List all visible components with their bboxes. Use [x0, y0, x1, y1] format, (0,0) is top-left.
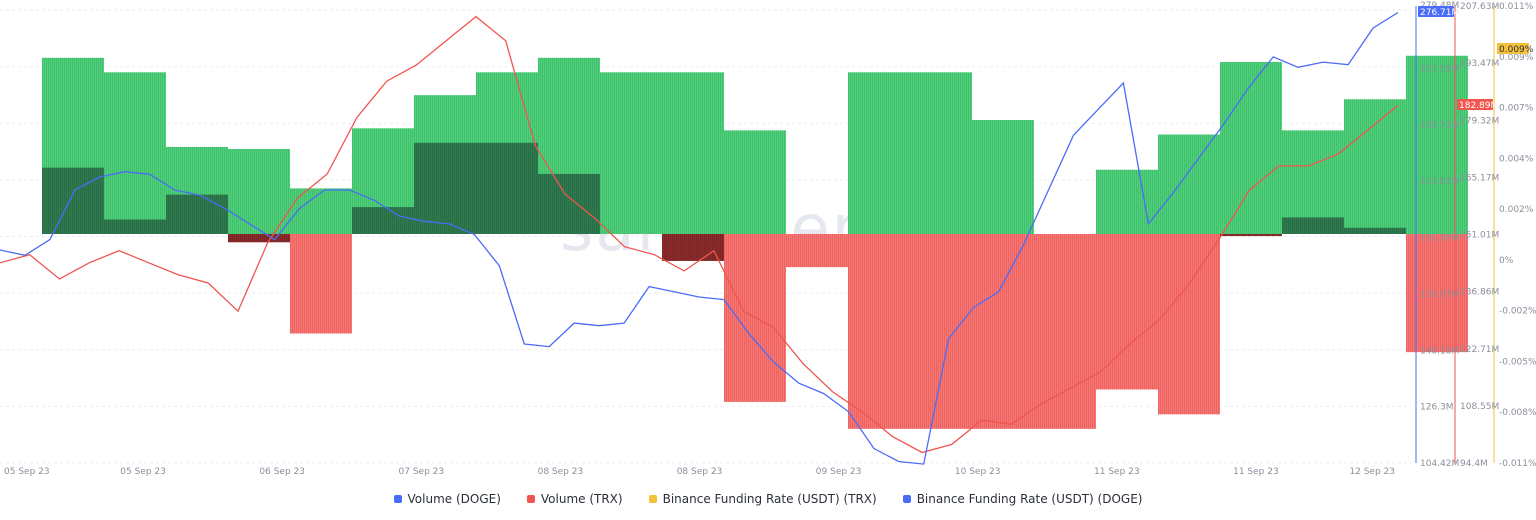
bar-hatch — [972, 120, 1034, 429]
bar-hatch — [600, 72, 662, 234]
legend-item[interactable]: Volume (DOGE) — [393, 492, 501, 506]
bar-hatch — [476, 72, 538, 234]
bar-hatch — [352, 128, 414, 234]
funding-axis-tick: 0.004% — [1499, 154, 1534, 164]
funding-axis-tick: 0.011% — [1499, 2, 1534, 12]
x-tick-label: 11 Sep 23 — [1233, 467, 1279, 477]
funding-current-badge-text: 0.009% — [1499, 45, 1534, 55]
doge-axis-tick: 235.71M — [1420, 121, 1459, 131]
trx-axis-tick: 136.86M — [1460, 288, 1499, 298]
doge-axis-tick: 213.83M — [1420, 177, 1459, 187]
x-tick-label: 12 Sep 23 — [1349, 467, 1395, 477]
doge-axis-tick: 148.18M — [1420, 346, 1459, 356]
legend-label: Volume (DOGE) — [407, 492, 501, 506]
funding-axis-tick: 0.002% — [1499, 205, 1534, 215]
x-tick-label: 07 Sep 23 — [399, 467, 445, 477]
trx-axis-tick: 207.63M — [1460, 2, 1499, 12]
trx-volume-line — [0, 15, 1399, 454]
funding-axis-tick: -0.002% — [1499, 307, 1536, 317]
bar-hatch — [1282, 130, 1344, 234]
bar-hatch — [414, 95, 476, 234]
doge-volume-line — [0, 11, 1399, 465]
legend-item[interactable]: Binance Funding Rate (USDT) (TRX) — [648, 492, 877, 506]
bar-hatch — [662, 72, 724, 261]
doge-axis-tick: 257.59M — [1420, 64, 1459, 74]
volume-lines — [0, 11, 1399, 465]
legend-swatch — [902, 495, 911, 503]
x-tick-label: 05 Sep 23 — [4, 467, 50, 477]
y-axes: 279.48M276.71M257.59M235.71M213.83M191.9… — [1415, 1, 1536, 469]
trx-axis-tick: 165.17M — [1460, 173, 1499, 183]
legend-label: Binance Funding Rate (USDT) (TRX) — [662, 492, 877, 506]
trx-axis-tick: 193.47M — [1460, 59, 1499, 69]
bar-hatch — [228, 149, 290, 243]
legend-item[interactable]: Binance Funding Rate (USDT) (DOGE) — [902, 492, 1143, 506]
legend-label: Binance Funding Rate (USDT) (DOGE) — [916, 492, 1143, 506]
funding-axis-tick: 0% — [1499, 256, 1514, 266]
bar-hatch — [42, 57, 104, 235]
bar-hatch — [538, 57, 600, 235]
trx-current-badge-text: 182.89M — [1459, 101, 1498, 111]
bar-hatch — [1220, 61, 1282, 237]
bar-hatch — [786, 234, 848, 268]
funding-axis-tick: -0.008% — [1499, 408, 1536, 418]
bar-hatch — [104, 72, 166, 234]
x-tick-label: 05 Sep 23 — [120, 467, 166, 477]
legend-swatch — [526, 495, 535, 503]
trx-axis-tick: 94.4M — [1460, 459, 1488, 469]
trx-axis-tick: 122.71M — [1460, 345, 1499, 355]
x-tick-label: 10 Sep 23 — [955, 467, 1001, 477]
bar-hatch — [910, 72, 972, 429]
legend-swatch — [393, 495, 402, 503]
x-tick-label: 11 Sep 23 — [1094, 467, 1140, 477]
bar-hatch — [1096, 169, 1158, 390]
doge-axis-tick: 104.42M — [1420, 459, 1459, 469]
doge-axis-tick: 191.95M — [1420, 234, 1459, 244]
x-axis: 05 Sep 23 05 Sep 23 06 Sep 23 07 Sep 23 08 S… — [4, 467, 1395, 477]
funding-axis-tick: -0.011% — [1499, 459, 1536, 469]
funding-rate-bars — [42, 55, 1468, 429]
bar-hatch — [724, 130, 786, 402]
trx-axis-tick: 151.01M — [1460, 231, 1499, 241]
x-tick-label: 06 Sep 23 — [259, 467, 305, 477]
doge-current-badge — [1418, 6, 1454, 17]
funding-axis-tick: 0.009% — [1499, 53, 1534, 63]
trx-current-badge — [1457, 99, 1493, 110]
legend: Volume (DOGE) Volume (TRX) Binance Funding… — [0, 484, 1536, 514]
funding-axis-tick: 0.007% — [1499, 104, 1534, 114]
trx-axis-tick: 108.55M — [1460, 402, 1499, 412]
x-tick-label: 09 Sep 23 — [816, 467, 862, 477]
doge-current-badge-text: 276.71M — [1420, 8, 1459, 18]
funding-axis-tick: -0.005% — [1499, 357, 1536, 367]
legend-label: Volume (TRX) — [540, 492, 623, 506]
x-tick-label: 08 Sep 23 — [538, 467, 584, 477]
legend-swatch — [648, 495, 657, 503]
funding-current-badge — [1497, 43, 1529, 54]
legend-item[interactable]: Volume (TRX) — [526, 492, 623, 506]
x-tick-label: 08 Sep 23 — [677, 467, 723, 477]
bar-hatch — [290, 188, 352, 334]
doge-axis-tick: 170.07M — [1420, 290, 1459, 300]
bar-hatch — [1158, 134, 1220, 415]
bar-hatch — [1034, 234, 1096, 429]
bar-hatch — [848, 72, 910, 429]
trx-axis-tick: 179.32M — [1460, 116, 1499, 126]
doge-axis-tick: 126.3M — [1420, 403, 1454, 413]
bar-hatch — [1344, 99, 1406, 234]
